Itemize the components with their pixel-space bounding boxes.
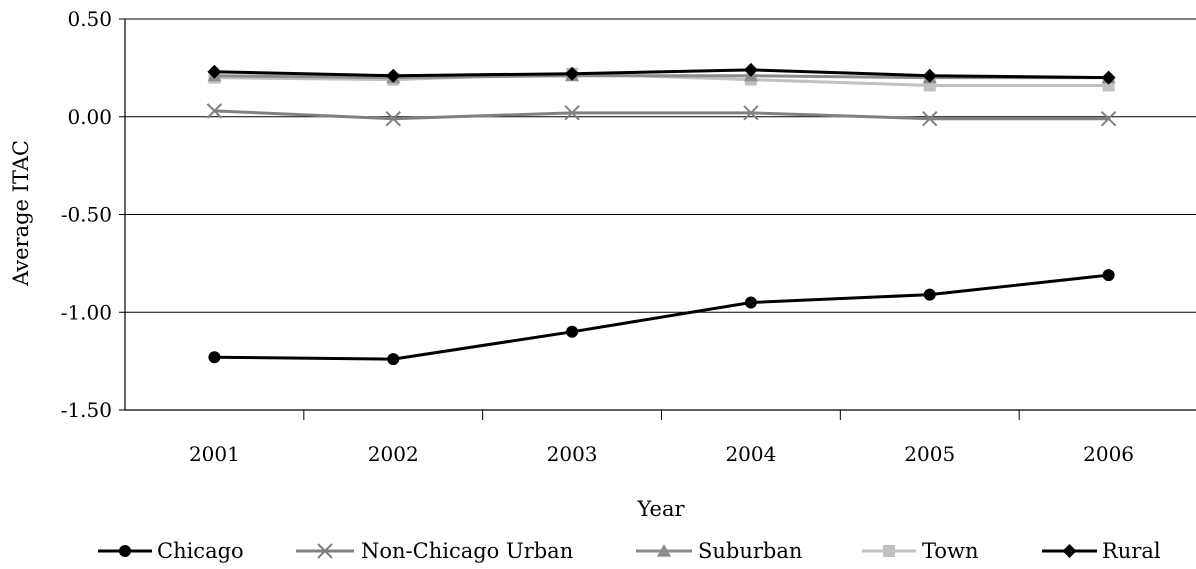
legend-label: Suburban <box>698 539 802 563</box>
series-layer <box>206 62 1117 366</box>
data-point <box>1101 70 1116 85</box>
y-tick-label: -1.00 <box>61 300 112 324</box>
data-point-stroke <box>317 543 333 559</box>
legend-label: Rural <box>1102 539 1161 563</box>
data-point <box>1062 544 1077 558</box>
data-point <box>657 544 671 557</box>
y-tick-label: -0.50 <box>61 203 112 227</box>
y-tick-label: -1.50 <box>61 398 112 422</box>
legend-label: Town <box>922 539 979 563</box>
y-tick-label: 0.50 <box>67 7 112 31</box>
data-point <box>385 110 401 127</box>
data-point-stroke <box>743 105 759 121</box>
data-point <box>1100 110 1117 127</box>
series-line <box>214 68 1109 80</box>
data-point <box>923 288 936 301</box>
legend-item: Town <box>862 539 979 563</box>
data-point <box>1102 269 1115 282</box>
series-rural <box>207 62 1116 85</box>
legend-item: Non-Chicago Urban <box>296 539 573 563</box>
legend-label: Chicago <box>157 539 244 563</box>
data-point <box>207 64 222 79</box>
data-point-stroke <box>206 103 223 119</box>
data-point <box>387 353 400 366</box>
legend-label: Non-Chicago Urban <box>361 539 573 563</box>
y-tick-label: 0.00 <box>67 105 112 129</box>
data-point <box>565 66 580 81</box>
legend-item: Chicago <box>98 539 244 563</box>
legend-item: Rural <box>1042 539 1161 563</box>
data-point <box>922 110 938 127</box>
data-point <box>743 105 759 121</box>
data-point <box>744 296 757 309</box>
legend-item: Suburban <box>636 539 802 563</box>
legend: Chicago Non-Chicago Urban Suburban Town Rura… <box>98 539 1161 563</box>
x-tick-label: 2005 <box>904 442 955 466</box>
data-point <box>206 103 223 119</box>
series-line <box>214 74 1109 80</box>
y-axis-ticks: 0.50 0.00 -0.50 -1.00 -1.50 <box>61 7 125 422</box>
x-axis-title: Year <box>636 497 685 521</box>
data-point <box>119 545 131 557</box>
data-point <box>566 325 579 338</box>
data-point-stroke <box>564 105 580 121</box>
data-point <box>208 351 221 364</box>
data-point-stroke <box>922 110 938 127</box>
data-point <box>922 68 937 83</box>
series-line <box>214 273 1109 361</box>
data-point <box>743 62 758 77</box>
series-non-chicago-urban <box>206 103 1117 127</box>
x-axis-ticks: 2001 2002 2003 2004 2005 2006 <box>189 410 1134 466</box>
series-chicago <box>208 269 1115 366</box>
series-line <box>214 109 1109 121</box>
data-point <box>386 68 401 83</box>
x-tick-label: 2003 <box>547 442 598 466</box>
y-axis-title: Average ITAC <box>9 140 33 287</box>
x-tick-label: 2002 <box>368 442 419 466</box>
x-tick-label: 2001 <box>189 442 240 466</box>
x-tick-label: 2006 <box>1083 442 1134 466</box>
data-point-stroke <box>385 110 401 127</box>
data-point <box>883 545 895 557</box>
data-point <box>564 105 580 121</box>
data-point <box>317 543 333 559</box>
data-point-stroke <box>1100 110 1117 127</box>
x-tick-label: 2004 <box>725 442 776 466</box>
